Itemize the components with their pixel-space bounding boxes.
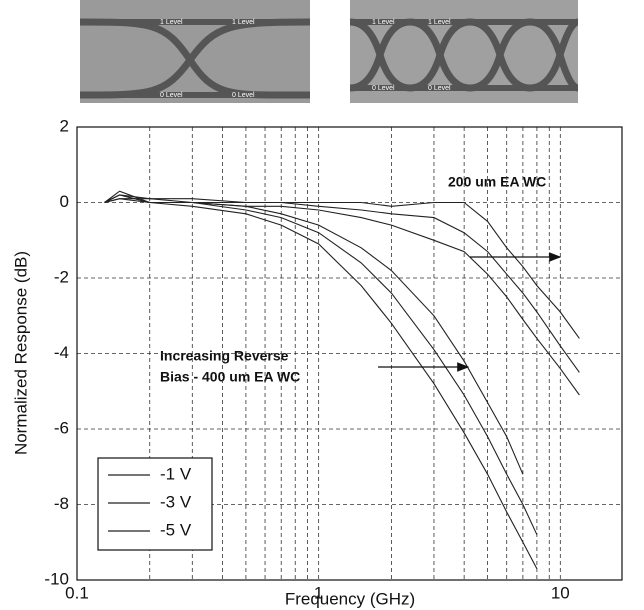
legend-label: -5 V (160, 520, 192, 539)
eye-label: 0 Level (160, 92, 183, 99)
y-tick-label: -6 (54, 418, 69, 437)
x-tick-label: 1 (314, 583, 323, 602)
y-tick-label: -8 (54, 494, 69, 513)
x-axis-title: Frequency (GHz) (285, 589, 415, 608)
line (105, 199, 580, 373)
eye-label: 0 Level (372, 85, 395, 92)
legend-label: -3 V (160, 492, 192, 511)
legend-label: -1 V (160, 464, 192, 483)
legend: -1 V -3 V -5 V (98, 458, 212, 550)
y-axis-title: Normalized Response (dB) (11, 251, 30, 455)
line (105, 195, 580, 395)
eye-label: 0 Level (232, 92, 255, 99)
line (105, 199, 523, 475)
eye-diagram: 1 Level 1 Level 0 Level 0 Level (350, 0, 578, 103)
eye-label: 1 Level (372, 19, 395, 26)
annotation: Bias - 400 um EA WC (160, 369, 300, 385)
y-tick-label: -4 (54, 343, 69, 362)
y-tick-label: 2 (60, 116, 69, 135)
annotation: Increasing Reverse (160, 348, 289, 364)
y-tick-label: 0 (60, 192, 69, 211)
annotation: 200 um EA WC (448, 174, 546, 190)
x-tick-label: 10 (551, 583, 570, 602)
x-tick-label: 0.1 (65, 583, 89, 602)
chart: 1 Level 1 Level 0 Level 0 Level 1 Level … (0, 0, 644, 610)
eye-label: 1 Level (160, 19, 183, 26)
y-tick-label: -2 (54, 267, 69, 286)
eye-label: 1 Level (232, 19, 255, 26)
legend-box (98, 458, 212, 550)
eye-diagram: 1 Level 1 Level 0 Level 0 Level (80, 0, 310, 103)
eye-label: 1 Level (428, 19, 451, 26)
eye-label: 0 Level (428, 85, 451, 92)
